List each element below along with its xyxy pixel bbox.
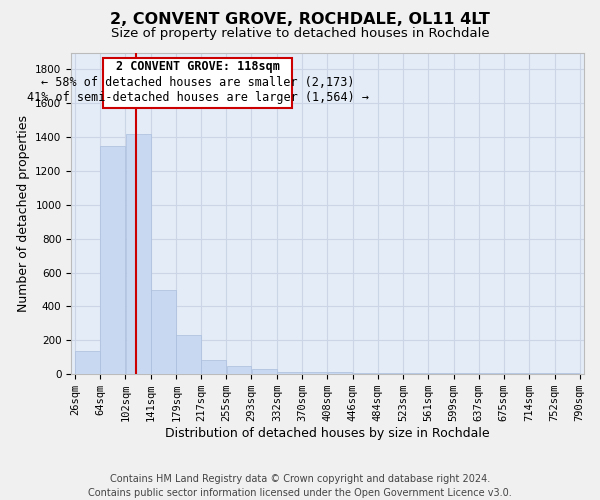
Text: 41% of semi-detached houses are larger (1,564) →: 41% of semi-detached houses are larger (… xyxy=(26,91,368,104)
Bar xyxy=(277,372,302,374)
Text: 2, CONVENT GROVE, ROCHDALE, OL11 4LT: 2, CONVENT GROVE, ROCHDALE, OL11 4LT xyxy=(110,12,490,28)
Bar xyxy=(227,366,251,374)
Bar xyxy=(125,134,151,374)
FancyBboxPatch shape xyxy=(103,58,292,108)
Text: 2 CONVENT GROVE: 118sqm: 2 CONVENT GROVE: 118sqm xyxy=(116,60,280,73)
Y-axis label: Number of detached properties: Number of detached properties xyxy=(17,115,30,312)
Text: ← 58% of detached houses are smaller (2,173): ← 58% of detached houses are smaller (2,… xyxy=(41,76,355,89)
Bar xyxy=(328,372,352,374)
Bar xyxy=(353,372,377,374)
Bar xyxy=(251,369,277,374)
Text: Size of property relative to detached houses in Rochdale: Size of property relative to detached ho… xyxy=(110,28,490,40)
Bar xyxy=(100,146,125,374)
Bar xyxy=(202,360,226,374)
Bar xyxy=(176,336,201,374)
Text: Contains HM Land Registry data © Crown copyright and database right 2024.
Contai: Contains HM Land Registry data © Crown c… xyxy=(88,474,512,498)
Bar xyxy=(151,290,176,374)
Bar xyxy=(302,372,327,374)
X-axis label: Distribution of detached houses by size in Rochdale: Distribution of detached houses by size … xyxy=(165,427,490,440)
Bar xyxy=(76,350,100,374)
